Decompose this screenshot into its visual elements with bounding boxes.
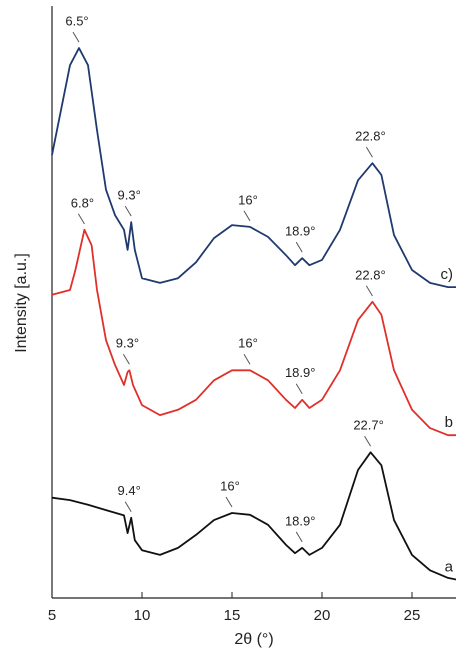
annotation: 22.8° <box>355 267 386 282</box>
series-line <box>51 47 456 288</box>
x-tick-label: 10 <box>134 607 151 624</box>
x-tick-label: 25 <box>404 607 421 624</box>
annotation-leader <box>243 210 251 222</box>
annotation: 18.9° <box>285 224 316 239</box>
annotation: 9.3° <box>118 188 141 203</box>
annotation: 18.9° <box>285 365 316 380</box>
annotation-leader <box>124 205 132 217</box>
series-label: a <box>445 559 454 576</box>
annotation-leader <box>295 241 303 253</box>
annotation-leader <box>243 354 251 365</box>
annotation: 22.8° <box>355 129 386 144</box>
annotation: 22.7° <box>353 418 384 433</box>
annotation: 16° <box>238 192 258 207</box>
y-axis-label: Intensity [a.u.] <box>13 253 30 353</box>
annotation-leader <box>295 383 303 395</box>
annotation: 6.5° <box>65 14 88 29</box>
annotation-leader <box>364 436 372 447</box>
series-label: c) <box>441 266 454 283</box>
annotation: 9.3° <box>116 336 139 351</box>
x-tick-label: 15 <box>224 607 241 624</box>
series-line <box>51 451 456 581</box>
annotation-leader <box>72 31 80 43</box>
annotation-leader <box>295 531 303 543</box>
x-tick-label: 5 <box>48 607 56 624</box>
annotation-leader <box>77 213 85 225</box>
annotation-leader <box>124 501 132 513</box>
annotation: 18.9° <box>285 513 316 528</box>
annotation-leader <box>225 496 233 508</box>
annotation: 6.8° <box>71 195 94 210</box>
annotation-leader <box>365 285 373 297</box>
x-tick-label: 20 <box>314 607 331 624</box>
series-label: b <box>445 414 453 431</box>
series-line <box>51 228 456 437</box>
annotation-leader <box>122 354 130 365</box>
x-axis-label: 2θ (°) <box>234 631 273 648</box>
annotation: 16° <box>220 478 240 493</box>
annotation: 16° <box>238 336 258 351</box>
annotation-leader <box>365 146 373 158</box>
annotation: 9.4° <box>118 483 141 498</box>
